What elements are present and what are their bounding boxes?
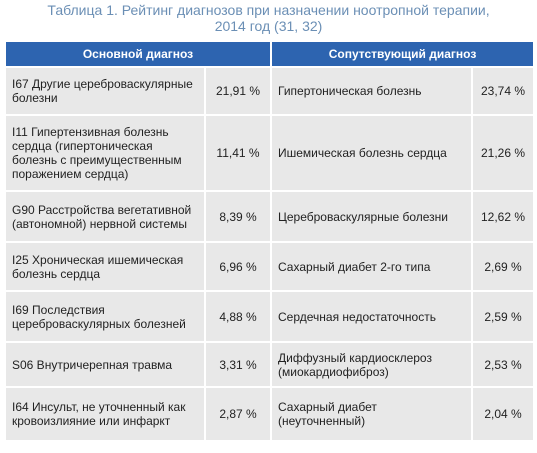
concomitant-diagnosis-cell: Сахарный диабет 2-го типа (272, 243, 471, 290)
concomitant-diagnosis-cell: Ишемическая болезнь сердца (272, 116, 471, 190)
table-row: I64 Инсульт, не уточненный как кровоизли… (6, 388, 534, 440)
primary-percent-cell: 21,91 % (206, 68, 270, 114)
concomitant-percent-cell: 2,53 % (473, 343, 534, 386)
concomitant-percent-cell: 2,04 % (473, 388, 534, 440)
caption-prefix: Таблица 1. (47, 2, 118, 18)
primary-percent-cell: 8,39 % (206, 192, 270, 241)
diagnosis-rating-table: Основной диагноз Сопутствующий диагноз I… (4, 40, 535, 442)
primary-percent-cell: 3,31 % (206, 343, 270, 386)
primary-diagnosis-cell: I67 Другие цереброваскулярные болезни (6, 68, 204, 114)
header-row: Основной диагноз Сопутствующий диагноз (6, 42, 534, 66)
concomitant-diagnosis-cell: Сердечная недостаточность (272, 292, 471, 341)
concomitant-percent-cell: 2,59 % (473, 292, 534, 341)
primary-percent-cell: 11,41 % (206, 116, 270, 190)
primary-diagnosis-cell: I64 Инсульт, не уточненный как кровоизли… (6, 388, 204, 440)
table-row: S06 Внутричерепная травма 3,31 % Диффузн… (6, 343, 534, 386)
caption-line-2: 2014 год (31, 32) (214, 18, 323, 34)
header-primary-diagnosis: Основной диагноз (6, 42, 270, 66)
caption-line-1: Таблица 1. Рейтинг диагнозов при назначе… (0, 2, 537, 18)
table-row: I25 Хроническая ишемическая болезнь серд… (6, 243, 534, 290)
primary-diagnosis-cell: I25 Хроническая ишемическая болезнь серд… (6, 243, 204, 290)
concomitant-diagnosis-cell: Гипертоническая болезнь (272, 68, 471, 114)
table-row: I67 Другие цереброваскулярные болезни 21… (6, 68, 534, 114)
table-row: I69 Последствия цереброваскулярных болез… (6, 292, 534, 341)
table-caption: Таблица 1. Рейтинг диагнозов при назначе… (0, 0, 537, 36)
concomitant-diagnosis-cell: Сахарный диабет (неуточненный) (272, 388, 471, 440)
header-concomitant-diagnosis: Сопутствующий диагноз (272, 42, 534, 66)
primary-diagnosis-cell: I11 Гипертензивная болезнь сердца (гипер… (6, 116, 204, 190)
primary-diagnosis-cell: S06 Внутричерепная травма (6, 343, 204, 386)
concomitant-percent-cell: 21,26 % (473, 116, 534, 190)
primary-diagnosis-cell: I69 Последствия цереброваскулярных болез… (6, 292, 204, 341)
primary-percent-cell: 4,88 % (206, 292, 270, 341)
concomitant-percent-cell: 2,69 % (473, 243, 534, 290)
caption-title: Рейтинг диагнозов при назначении ноотроп… (121, 2, 490, 18)
primary-diagnosis-cell: G90 Расстройства вегетативной (автономно… (6, 192, 204, 241)
concomitant-diagnosis-cell: Цереброваскулярные болезни (272, 192, 471, 241)
concomitant-percent-cell: 12,62 % (473, 192, 534, 241)
primary-percent-cell: 2,87 % (206, 388, 270, 440)
table-row: I11 Гипертензивная болезнь сердца (гипер… (6, 116, 534, 190)
primary-percent-cell: 6,96 % (206, 243, 270, 290)
concomitant-diagnosis-cell: Диффузный кардиосклероз (миокардиофиброз… (272, 343, 471, 386)
table-row: G90 Расстройства вегетативной (автономно… (6, 192, 534, 241)
concomitant-percent-cell: 23,74 % (473, 68, 534, 114)
